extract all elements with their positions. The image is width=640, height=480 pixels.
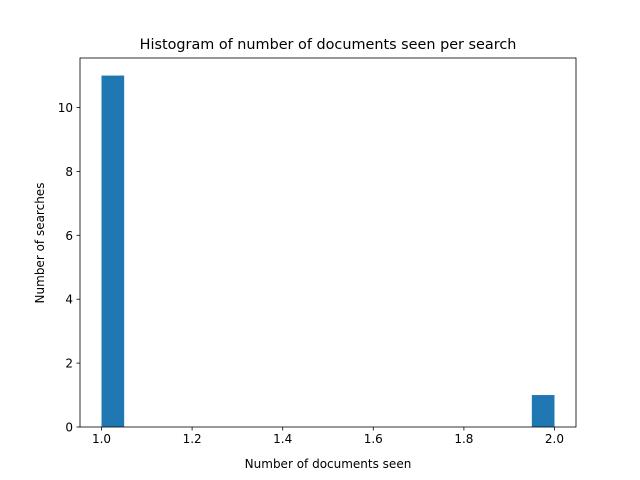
y-tick-label: 8	[65, 165, 73, 179]
y-tick-label: 4	[65, 293, 73, 307]
histogram-bar-0	[101, 75, 125, 428]
x-tick-label: 1.2	[183, 432, 202, 446]
x-tick-label: 1.8	[454, 432, 473, 446]
x-axis-ticks: 1.0 1.2 1.4 1.6 1.8 2.0	[92, 427, 564, 446]
x-tick-label: 1.6	[364, 432, 383, 446]
y-axis-label: Number of searches	[33, 183, 47, 304]
y-tick-label: 10	[58, 101, 73, 115]
histogram-bar-1	[531, 395, 555, 427]
plot-frame	[79, 57, 577, 428]
bars-group	[101, 75, 555, 428]
y-tick-label: 0	[65, 421, 73, 435]
chart-title: Histogram of number of documents seen pe…	[140, 37, 517, 53]
y-tick-label: 2	[65, 357, 73, 371]
x-tick-label: 2.0	[545, 432, 564, 446]
y-tick-label: 6	[65, 229, 73, 243]
x-tick-label: 1.4	[273, 432, 292, 446]
x-axis-label: Number of documents seen	[245, 457, 412, 471]
x-tick-label: 1.0	[92, 432, 111, 446]
y-axis-ticks: 0 2 4 6 8 10	[58, 101, 80, 435]
